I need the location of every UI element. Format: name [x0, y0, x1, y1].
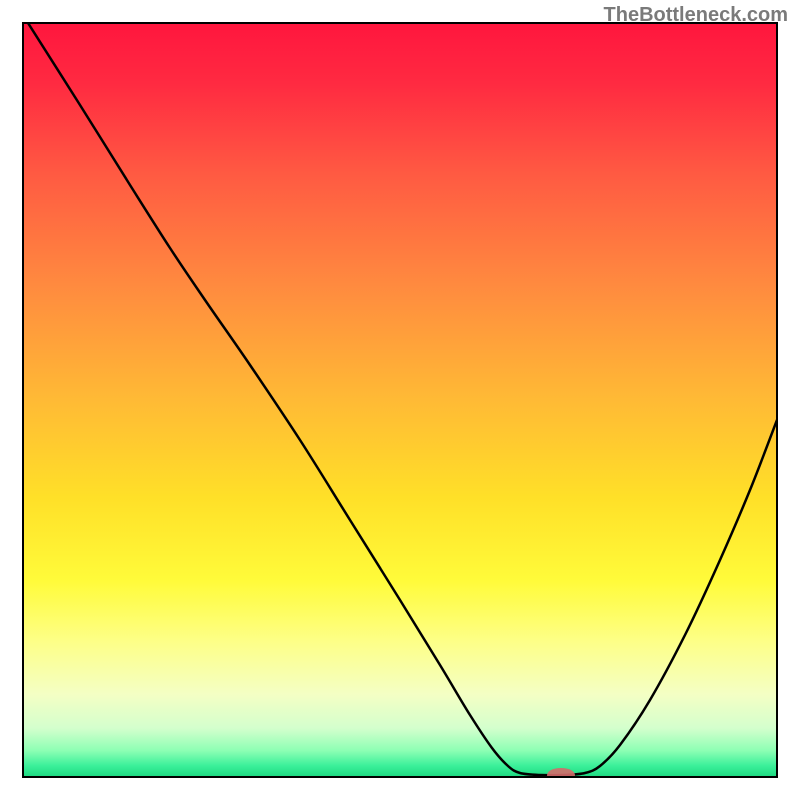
chart-svg	[0, 0, 800, 800]
optimal-marker	[547, 768, 575, 782]
plot-background	[23, 23, 777, 777]
watermark-label: TheBottleneck.com	[604, 4, 788, 27]
chart-container: TheBottleneck.com	[0, 0, 800, 800]
